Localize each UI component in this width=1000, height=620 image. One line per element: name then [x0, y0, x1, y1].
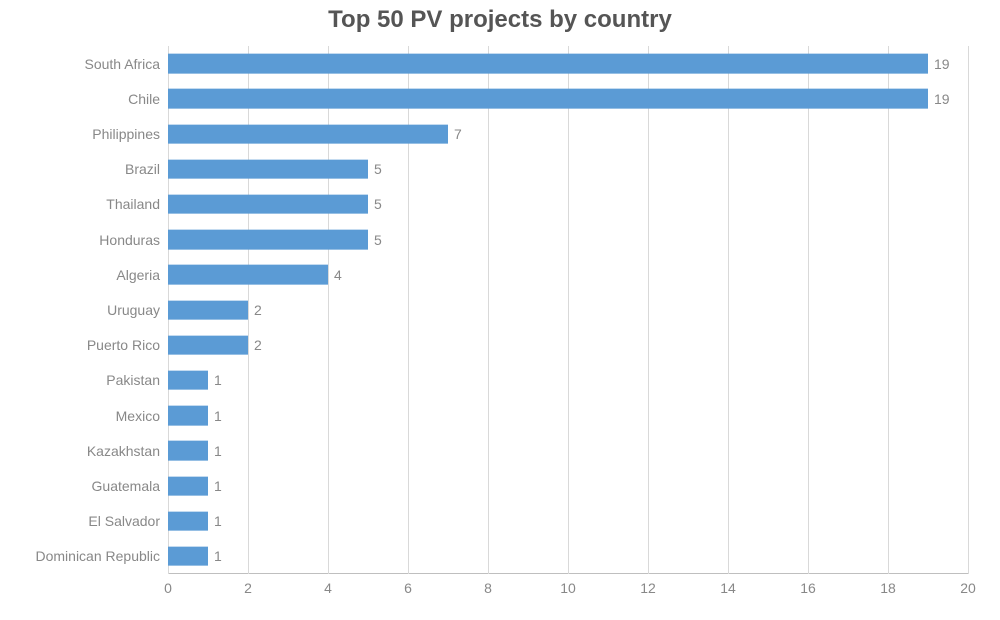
- y-tick-label: Kazakhstan: [87, 443, 168, 459]
- y-tick-label: South Africa: [85, 56, 169, 72]
- bar-fill: [168, 476, 208, 495]
- bar-fill: [168, 265, 328, 284]
- bar-value-label: 5: [374, 196, 382, 212]
- x-tick-label: 8: [484, 580, 492, 596]
- plot-area: 02468101214161820South Africa19Chile19Ph…: [168, 46, 968, 574]
- x-tick-label: 20: [960, 580, 976, 596]
- bar: [168, 160, 968, 179]
- y-tick-label: Chile: [128, 91, 168, 107]
- y-tick-label: Uruguay: [107, 302, 168, 318]
- bar-fill: [168, 300, 248, 319]
- bar-value-label: 5: [374, 161, 382, 177]
- chart-container: Top 50 PV projects by country 0246810121…: [0, 0, 1000, 620]
- x-tick-label: 18: [880, 580, 896, 596]
- y-tick-label: Algeria: [116, 267, 168, 283]
- bar: [168, 336, 968, 355]
- y-tick-label: Mexico: [116, 408, 168, 424]
- bar: [168, 547, 968, 566]
- bar-fill: [168, 54, 928, 73]
- y-tick-label: Guatemala: [92, 478, 168, 494]
- bar-fill: [168, 371, 208, 390]
- x-tick-label: 4: [324, 580, 332, 596]
- bar-value-label: 4: [334, 267, 342, 283]
- bar: [168, 230, 968, 249]
- x-tick-label: 12: [640, 580, 656, 596]
- x-tick-label: 14: [720, 580, 736, 596]
- bar-fill: [168, 124, 448, 143]
- bar-fill: [168, 512, 208, 531]
- bar-value-label: 19: [934, 91, 950, 107]
- bar: [168, 124, 968, 143]
- y-tick-label: Thailand: [106, 196, 168, 212]
- bar: [168, 54, 968, 73]
- x-gridline: [968, 46, 969, 574]
- y-tick-label: Philippines: [92, 126, 168, 142]
- bar-fill: [168, 406, 208, 425]
- bar-value-label: 5: [374, 232, 382, 248]
- y-tick-label: Dominican Republic: [35, 548, 168, 564]
- bar-value-label: 7: [454, 126, 462, 142]
- bar: [168, 406, 968, 425]
- bar-fill: [168, 89, 928, 108]
- bar-value-label: 2: [254, 337, 262, 353]
- y-tick-label: Honduras: [99, 232, 168, 248]
- bar-value-label: 1: [214, 372, 222, 388]
- y-tick-label: Brazil: [125, 161, 168, 177]
- bar: [168, 512, 968, 531]
- bar-value-label: 1: [214, 478, 222, 494]
- x-tick-label: 16: [800, 580, 816, 596]
- bar: [168, 195, 968, 214]
- bar: [168, 476, 968, 495]
- y-tick-label: Puerto Rico: [87, 337, 168, 353]
- chart-title: Top 50 PV projects by country: [0, 6, 1000, 34]
- bar: [168, 371, 968, 390]
- x-tick-label: 0: [164, 580, 172, 596]
- bar: [168, 89, 968, 108]
- bar-fill: [168, 336, 248, 355]
- bar-value-label: 1: [214, 408, 222, 424]
- bar: [168, 441, 968, 460]
- bar-value-label: 2: [254, 302, 262, 318]
- bar-value-label: 1: [214, 548, 222, 564]
- x-tick-label: 10: [560, 580, 576, 596]
- bar: [168, 300, 968, 319]
- bar-fill: [168, 547, 208, 566]
- bar: [168, 265, 968, 284]
- y-tick-label: El Salvador: [88, 513, 168, 529]
- bar-value-label: 1: [214, 513, 222, 529]
- bar-value-label: 1: [214, 443, 222, 459]
- bar-fill: [168, 441, 208, 460]
- bar-fill: [168, 195, 368, 214]
- x-tick-label: 6: [404, 580, 412, 596]
- bar-fill: [168, 160, 368, 179]
- bar-value-label: 19: [934, 56, 950, 72]
- y-tick-label: Pakistan: [106, 372, 168, 388]
- bar-fill: [168, 230, 368, 249]
- x-tick-label: 2: [244, 580, 252, 596]
